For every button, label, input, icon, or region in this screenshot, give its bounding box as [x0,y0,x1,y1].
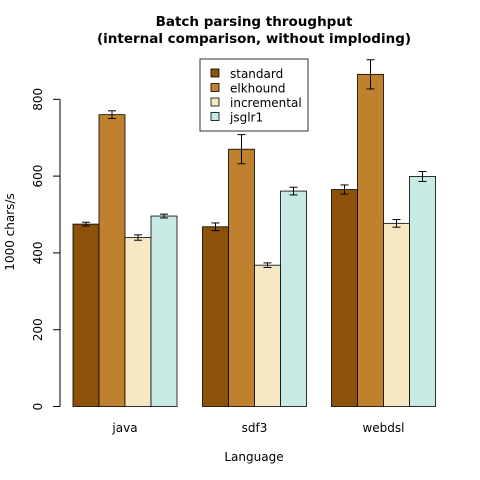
bar-standard-sdf3 [202,226,229,407]
x-axis-tick-labels: java sdf3 webdsl [111,421,404,435]
legend-label-standard: standard [230,67,283,81]
legend-label-jsglr1: jsglr1 [229,111,263,125]
chart-title-line-2: (internal comparison, without imploding) [97,31,411,47]
legend-swatch-jsglr1 [210,112,220,121]
y-tick-label-400: 400 [31,241,45,264]
bar-jsglr1-java [150,215,178,407]
bar-jsglr1-webdsl [409,176,436,407]
legend-swatch-elkhound [210,83,220,92]
y-axis-ticks: 0 200 400 600 800 [31,88,60,410]
y-tick-label-800: 800 [31,88,45,111]
x-tick-label-webdsl: webdsl [362,421,404,435]
bar-elkhound-webdsl [357,73,384,407]
legend-label-incremental: incremental [230,96,302,110]
y-tick-label-200: 200 [31,318,45,341]
bar-incremental-sdf3 [254,264,281,407]
y-tick-label-600: 600 [31,165,45,188]
legend-swatch-incremental [210,97,220,107]
bar-series-group [72,59,436,407]
chart-title-line-1: Batch parsing throughput [156,14,353,30]
bar-jsglr1-sdf3 [280,190,307,407]
legend-label-elkhound: elkhound [230,82,285,96]
x-tick-label-java: java [111,421,137,435]
bar-elkhound-java [98,114,126,407]
legend-swatch-standard [210,68,220,78]
bar-incremental-java [124,237,152,407]
bar-standard-webdsl [331,189,358,407]
x-axis-label: Language [224,450,283,464]
bar-elkhound-sdf3 [228,148,255,407]
bar-standard-java [72,223,100,407]
y-axis-label: 1000 chars/s [3,193,17,270]
bar-incremental-webdsl [383,222,410,407]
x-tick-label-sdf3: sdf3 [242,421,268,435]
y-tick-label-0: 0 [31,403,45,411]
